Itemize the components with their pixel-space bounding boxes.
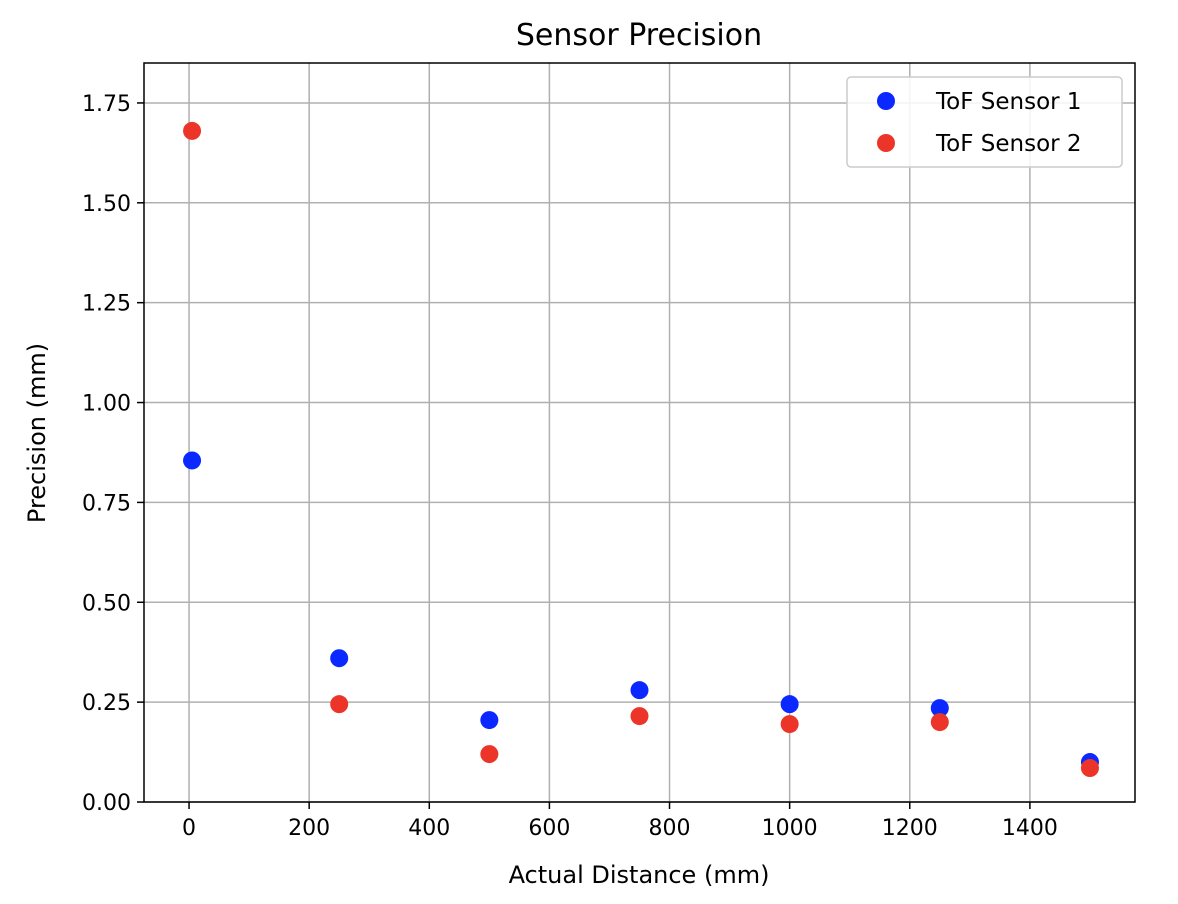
y-axis-label: Precision (mm) xyxy=(23,343,51,523)
x-tick-label: 400 xyxy=(408,816,450,841)
series-1-point xyxy=(930,699,949,718)
y-tick-label: 0.00 xyxy=(82,791,131,816)
series-2-point xyxy=(930,713,949,732)
y-tick-label: 1.50 xyxy=(82,192,131,217)
y-tick-label: 0.50 xyxy=(82,591,131,616)
series-1-point xyxy=(480,711,499,730)
x-tick-label: 1000 xyxy=(762,816,818,841)
series-2-point xyxy=(480,745,499,764)
y-tick-label: 0.25 xyxy=(82,691,131,716)
legend-label-series-2: ToF Sensor 2 xyxy=(935,131,1082,157)
x-axis-label: Actual Distance (mm) xyxy=(509,861,770,889)
y-tick-label: 1.75 xyxy=(82,92,131,117)
series-1-point xyxy=(780,695,799,714)
plot-frame xyxy=(143,62,1136,803)
series-1-point xyxy=(330,649,349,668)
series-1-point xyxy=(630,681,649,700)
x-tick-label: 800 xyxy=(649,816,691,841)
series-2-point xyxy=(183,121,202,140)
chart-title: Sensor Precision xyxy=(516,18,762,53)
data-points xyxy=(183,121,1099,778)
axis-ticks: 0 200 400 600 800 1000 1200 1400 0.00 0.25 0.50 0.7… xyxy=(82,92,1058,841)
y-tick-label: 1.25 xyxy=(82,292,131,317)
y-tick-label: 1.00 xyxy=(82,392,131,417)
x-tick-label: 1400 xyxy=(1002,816,1058,841)
legend-box xyxy=(846,76,1123,168)
series-2-point xyxy=(630,707,649,726)
x-tick-label: 600 xyxy=(528,816,570,841)
legend-marker-series-2 xyxy=(877,134,895,152)
grid-lines xyxy=(144,63,1135,803)
x-tick-label: 200 xyxy=(288,816,330,841)
series-2-point xyxy=(1080,759,1099,778)
x-tick-label: 0 xyxy=(182,816,196,841)
x-tick-label: 1200 xyxy=(882,816,938,841)
legend: ToF Sensor 1 ToF Sensor 2 xyxy=(846,76,1123,168)
legend-marker-series-1 xyxy=(877,92,895,110)
series-2-point xyxy=(330,695,349,714)
legend-label-series-1: ToF Sensor 1 xyxy=(935,89,1082,115)
series-1-point xyxy=(183,451,202,470)
series-2-point xyxy=(780,715,799,734)
y-tick-label: 0.75 xyxy=(82,491,131,516)
